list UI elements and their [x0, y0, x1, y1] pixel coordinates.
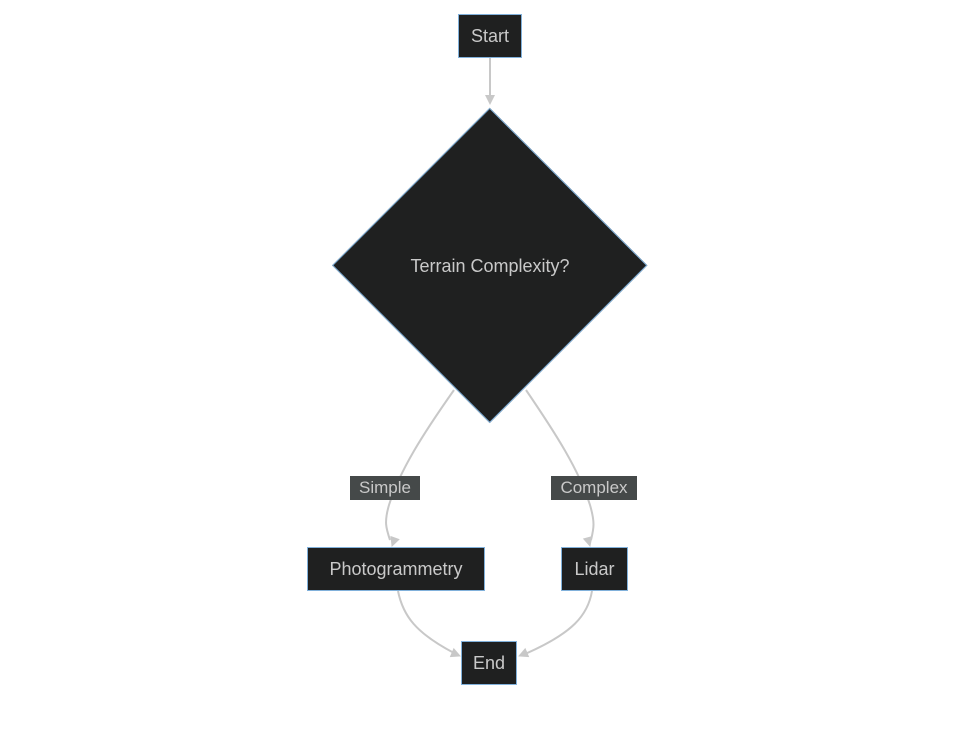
edge-lidar-end: [525, 591, 592, 654]
node-start: Start: [458, 14, 522, 58]
edge-photo-end: [398, 591, 454, 653]
node-decision: Terrain Complexity?: [332, 108, 648, 424]
node-lidar-label: Lidar: [574, 559, 614, 580]
node-photogrammetry: Photogrammetry: [307, 547, 485, 591]
node-start-label: Start: [471, 26, 509, 47]
edge-label-complex-text: Complex: [560, 478, 627, 498]
arrowhead-lidar-end: [516, 648, 529, 661]
node-end: End: [461, 641, 517, 685]
flowchart-canvas: Start Terrain Complexity? Photogrammetry…: [0, 0, 972, 749]
node-lidar: Lidar: [561, 547, 628, 591]
node-end-label: End: [473, 653, 505, 674]
node-photogrammetry-label: Photogrammetry: [329, 559, 462, 580]
edge-label-complex: Complex: [551, 476, 637, 500]
arrowhead-start-decision: [485, 95, 495, 105]
edge-label-simple: Simple: [350, 476, 420, 500]
edge-label-simple-text: Simple: [359, 478, 411, 498]
node-decision-label: Terrain Complexity?: [410, 256, 569, 277]
